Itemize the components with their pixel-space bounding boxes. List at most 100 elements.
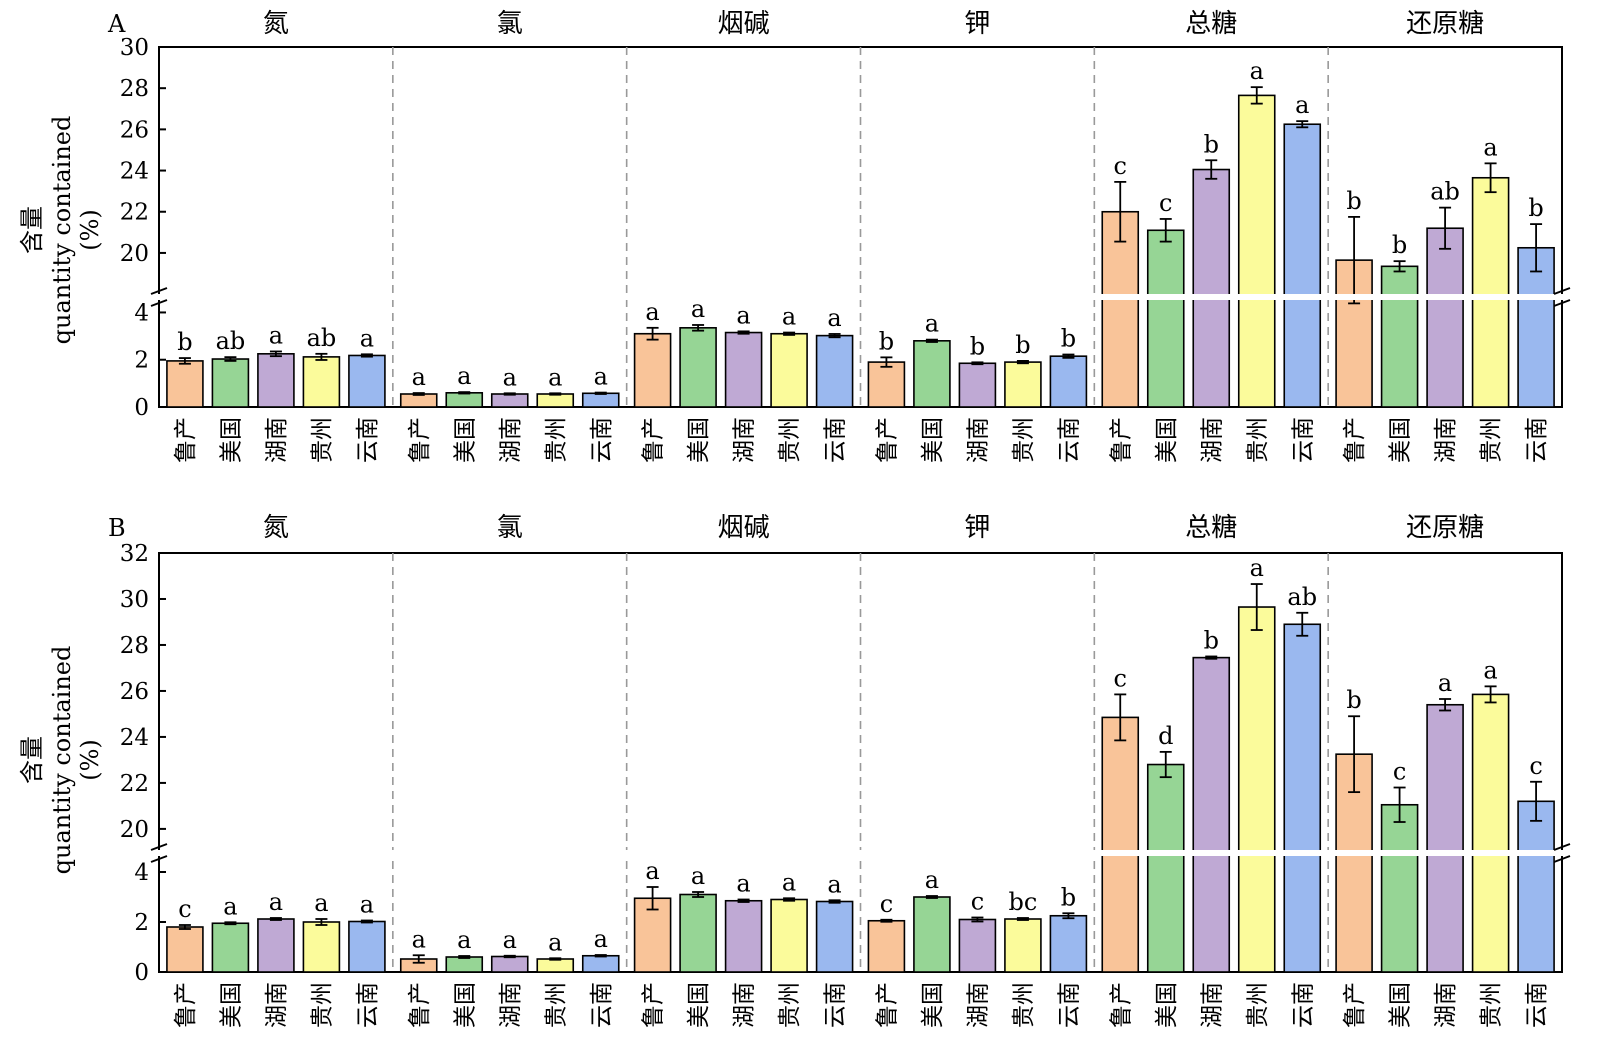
- significance-letter: a: [736, 301, 750, 329]
- bar: [633, 332, 672, 408]
- category-label: 美国: [452, 417, 478, 463]
- category-label: 湖南: [965, 417, 991, 463]
- y-axis-label: quantity contained: [48, 116, 76, 345]
- category-label: 贵州: [777, 982, 803, 1028]
- bar: [445, 392, 484, 408]
- significance-letter: c: [178, 895, 191, 923]
- category-label: 云南: [355, 417, 381, 463]
- category-label: 贵州: [1011, 417, 1037, 463]
- bar: [1004, 918, 1042, 973]
- group-title: 氮: [263, 513, 289, 543]
- bar: [257, 918, 295, 973]
- significance-letter: a: [645, 857, 659, 885]
- y-axis-label: (%): [76, 209, 104, 251]
- bar: [770, 332, 808, 408]
- significance-letter: b: [1528, 194, 1543, 222]
- y-tick-label: 24: [120, 159, 149, 185]
- y-tick-label: 0: [134, 395, 149, 421]
- category-label: 鲁产: [641, 982, 667, 1028]
- group-title: 氯: [497, 9, 523, 39]
- bar: [1426, 227, 1464, 408]
- group-title: 还原糖: [1406, 9, 1484, 39]
- bar: [257, 353, 295, 408]
- significance-letter: a: [782, 303, 796, 331]
- significance-letter: a: [691, 295, 705, 323]
- y-tick-label: 26: [120, 679, 149, 705]
- significance-letter: a: [503, 363, 517, 391]
- bar: [815, 334, 854, 408]
- significance-letter: a: [827, 304, 841, 332]
- bar: [581, 954, 620, 973]
- category-label: 贵州: [1479, 982, 1505, 1028]
- bar: [1146, 763, 1185, 973]
- bar: [348, 920, 386, 973]
- significance-letter: c: [880, 890, 893, 918]
- category-label: 美国: [686, 417, 712, 463]
- y-tick-label: 20: [120, 241, 149, 267]
- panel-label: B: [108, 514, 126, 542]
- axis-break-mark: [1553, 855, 1571, 863]
- category-label: 鲁产: [1342, 417, 1368, 463]
- bar: [1426, 703, 1464, 973]
- bar: [211, 922, 250, 973]
- category-label: 云南: [1056, 417, 1082, 463]
- significance-letter: a: [925, 866, 939, 894]
- bar: [536, 958, 575, 973]
- category-label: 美国: [920, 982, 946, 1028]
- category-label: 美国: [1154, 982, 1180, 1028]
- bar: [399, 393, 438, 408]
- category-label: 云南: [355, 982, 381, 1028]
- category-label: 云南: [1290, 417, 1316, 463]
- y-tick-label: 2: [134, 348, 149, 374]
- significance-letter: a: [360, 324, 374, 352]
- bar: [958, 918, 997, 973]
- bar: [445, 956, 484, 973]
- y-axis-label: quantity contained: [48, 646, 76, 875]
- significance-letter: ab: [216, 327, 246, 355]
- group-title: 总糖: [1185, 513, 1237, 543]
- significance-letter: b: [177, 328, 192, 356]
- bar: [1283, 623, 1322, 973]
- axis-break-mark: [150, 287, 168, 295]
- category-label: 云南: [1056, 982, 1082, 1028]
- bar: [1471, 693, 1510, 973]
- category-label: 美国: [1388, 417, 1414, 463]
- significance-letter: b: [1015, 331, 1030, 359]
- y-axis-label: 含量: [18, 736, 46, 784]
- group-title: 氮: [263, 9, 289, 39]
- panel-a: A含量 quantity contained (%)024202224262830氮…: [18, 9, 1571, 463]
- bar: [1101, 716, 1140, 973]
- bar: [490, 393, 529, 408]
- group-title: 总糖: [1185, 9, 1237, 39]
- y-tick-label: 0: [134, 960, 149, 986]
- group-title: 还原糖: [1406, 513, 1484, 543]
- bar: [1380, 803, 1419, 973]
- significance-letter: a: [1483, 133, 1497, 161]
- y-axis-label: (%): [76, 739, 104, 781]
- significance-letter: c: [1529, 752, 1542, 780]
- bar: [1146, 229, 1185, 408]
- category-label: 贵州: [1245, 982, 1271, 1028]
- significance-letter: a: [223, 892, 237, 920]
- significance-letter: a: [314, 889, 328, 917]
- category-label: 湖南: [732, 982, 758, 1028]
- axis-break-mark: [150, 843, 168, 851]
- bar: [1517, 800, 1555, 973]
- group-title: 烟碱: [718, 513, 770, 543]
- category-label: 鲁产: [1108, 417, 1134, 463]
- significance-letter: a: [503, 926, 517, 954]
- bar: [1192, 656, 1231, 973]
- category-label: 湖南: [1433, 982, 1459, 1028]
- axis-break-mark: [150, 299, 168, 307]
- bar: [770, 898, 808, 973]
- axis-break-mark: [150, 855, 168, 863]
- category-label: 鲁产: [874, 982, 900, 1028]
- category-label: 鲁产: [173, 417, 199, 463]
- significance-letter: c: [1159, 189, 1172, 217]
- group-title: 钾: [964, 9, 990, 39]
- significance-letter: a: [457, 926, 471, 954]
- bar: [490, 955, 529, 973]
- significance-letter: c: [1393, 758, 1406, 786]
- significance-letter: b: [1346, 187, 1361, 215]
